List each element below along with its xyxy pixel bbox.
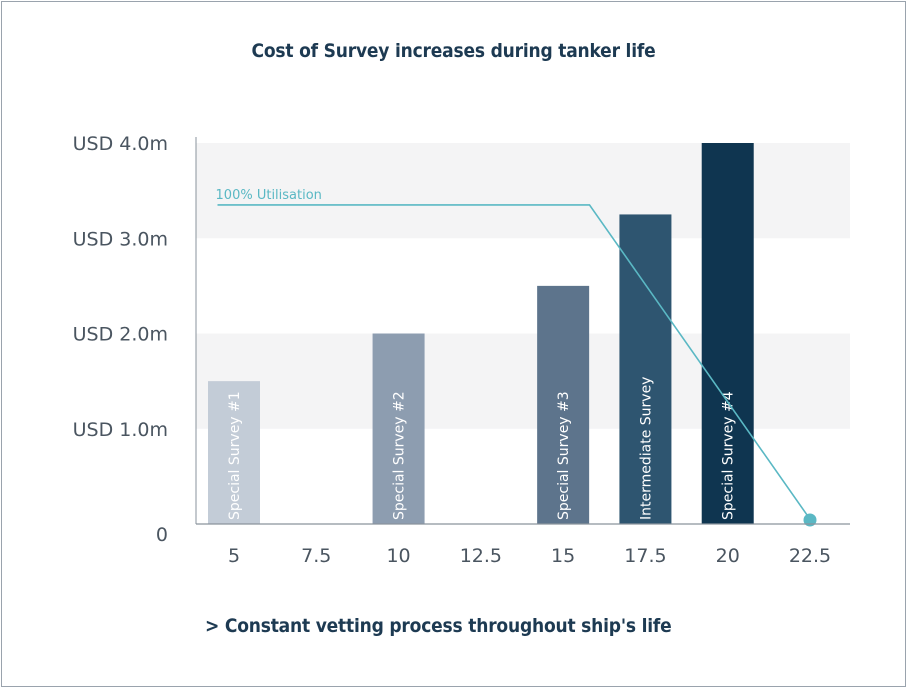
y-tick-3: USD 3.0m (73, 228, 168, 250)
x-tick-4: 15 (551, 545, 575, 567)
utilisation-end-dot (803, 513, 817, 527)
bars: Special Survey #1 Special Survey #2 Specia… (208, 143, 754, 524)
bar-5 (701, 143, 754, 524)
y-tick-1: USD 1.0m (73, 419, 168, 441)
bar-4 (619, 214, 672, 524)
bar-label-4: Intermediate Survey (638, 377, 654, 520)
utilisation-line-group: 100% Utilisation (216, 188, 817, 527)
y-tick-2: USD 2.0m (73, 324, 168, 346)
utilisation-line (217, 204, 811, 520)
x-tick-labels: 5 7.5 10 12.5 15 17.5 20 22.5 (228, 545, 831, 567)
y-tick-0: 0 (156, 524, 168, 546)
bar-label-1: Special Survey #1 (227, 391, 243, 520)
y-tick-4: USD 4.0m (73, 133, 168, 155)
y-tick-labels: 0 USD 1.0m USD 2.0m USD 3.0m USD 4.0m (73, 133, 168, 546)
bar-label-3: Special Survey #3 (556, 391, 572, 520)
chart-title: Cost of Survey increases during tanker l… (251, 40, 656, 62)
axes (195, 137, 850, 525)
bar-3 (537, 285, 590, 524)
bar-label-5: Special Survey #4 (721, 391, 737, 520)
x-tick-2: 10 (386, 545, 410, 567)
bar-1 (208, 381, 260, 524)
x-tick-5: 17.5 (624, 545, 666, 567)
utilisation-label: 100% Utilisation (216, 188, 322, 203)
chart-footnote: > Constant vetting process throughout sh… (205, 615, 672, 637)
bar-label-2: Special Survey #2 (392, 391, 408, 520)
x-tick-1: 7.5 (301, 545, 331, 567)
x-tick-3: 12.5 (460, 545, 502, 567)
x-tick-0: 5 (228, 545, 240, 567)
bar-2 (372, 333, 425, 524)
x-tick-7: 22.5 (789, 545, 831, 567)
x-tick-6: 20 (716, 545, 740, 567)
